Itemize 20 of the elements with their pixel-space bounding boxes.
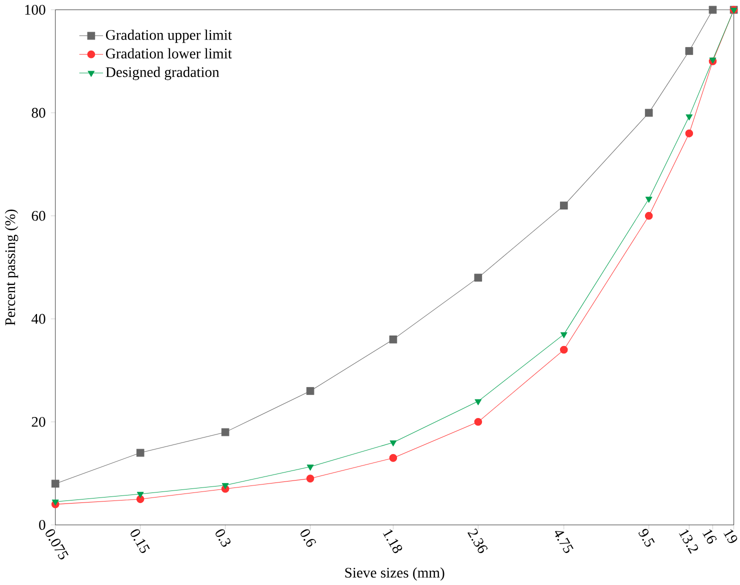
legend-label: Gradation lower limit (106, 48, 232, 58)
x-axis-title: Sieve sizes (mm) (345, 567, 444, 580)
y-tick-label: 100 (25, 4, 46, 14)
x-tick-label: 0.6 (300, 529, 316, 547)
x-tick-label: 13.2 (678, 529, 698, 554)
x-tick-label: 0.15 (130, 529, 150, 553)
x-tick-label: 16 (702, 529, 717, 544)
y-tick-label: 80 (32, 108, 46, 118)
x-tick-label: 1.18 (382, 529, 402, 553)
x-tick-label: 4.75 (554, 530, 574, 553)
y-tick-label: 0 (39, 520, 46, 530)
legend-label: Designed gradation (106, 66, 220, 80)
y-tick-label: 40 (32, 314, 46, 324)
y-tick-label: 20 (32, 416, 46, 427)
legend-label: Gradation upper limit (106, 29, 232, 43)
y-axis-title: Percent passing (%) (4, 209, 18, 326)
x-tick-label: 0.3 (216, 529, 230, 546)
x-tick-label: 9.5 (638, 528, 655, 546)
y-tick-label: 60 (32, 210, 46, 221)
x-tick-label: 19 (724, 529, 738, 543)
